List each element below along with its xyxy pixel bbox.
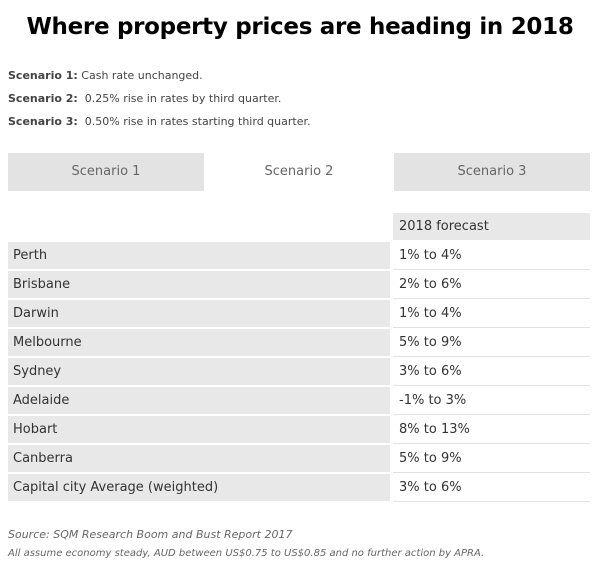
scenario-text: 0.25% rise in rates by third quarter. [77,92,282,105]
table-row: Melbourne 5% to 9% [8,329,590,358]
city-cell: Capital city Average (weighted) [8,474,390,502]
table-row: Hobart 8% to 13% [8,416,590,445]
city-cell: Hobart [8,416,390,444]
table-header-row: 2018 forecast [8,213,590,242]
table-row: Darwin 1% to 4% [8,300,590,329]
city-cell: Adelaide [8,387,390,415]
city-cell: Perth [8,242,390,270]
table-row: Perth 1% to 4% [8,242,590,271]
table-header-forecast: 2018 forecast [393,213,590,241]
forecast-cell: 5% to 9% [393,445,590,473]
forecast-table: 2018 forecast Perth 1% to 4% Brisbane 2%… [8,213,590,503]
scenario-text: Cash rate unchanged. [77,69,203,82]
table-row: Canberra 5% to 9% [8,445,590,474]
forecast-cell: 3% to 6% [393,358,590,386]
city-cell: Canberra [8,445,390,473]
forecast-cell: 3% to 6% [393,474,590,502]
scenario-label: Scenario 1: [8,69,78,82]
city-cell: Brisbane [8,271,390,299]
table-row: Adelaide -1% to 3% [8,387,590,416]
table-header-city [8,213,390,241]
scenario-label: Scenario 3: [8,115,78,128]
tab-scenario-3[interactable]: Scenario 3 [457,164,527,179]
forecast-cell: 8% to 13% [393,416,590,444]
scenario-label: Scenario 2: [8,92,78,105]
city-cell: Darwin [8,300,390,328]
forecast-cell: 5% to 9% [393,329,590,357]
tab-scenario-1[interactable]: Scenario 1 [71,164,141,179]
source-note: Source: SQM Research Boom and Bust Repor… [8,528,293,541]
scenario-tabs: Scenario 1 Scenario 2 Scenario 3 [8,153,590,191]
table-row: Sydney 3% to 6% [8,358,590,387]
scenario-description-1: Scenario 1: Cash rate unchanged. [8,68,310,91]
forecast-cell: 1% to 4% [393,300,590,328]
city-cell: Sydney [8,358,390,386]
page-title: Where property prices are heading in 201… [26,14,574,40]
city-cell: Melbourne [8,329,390,357]
forecast-cell: -1% to 3% [393,387,590,415]
scenario-descriptions: Scenario 1: Cash rate unchanged. Scenari… [8,68,310,137]
table-row: Brisbane 2% to 6% [8,271,590,300]
scenario-description-3: Scenario 3: 0.50% rise in rates starting… [8,114,310,137]
forecast-cell: 2% to 6% [393,271,590,299]
forecast-cell: 1% to 4% [393,242,590,270]
assumption-note: All assume economy steady, AUD between U… [8,548,485,559]
table-row: Capital city Average (weighted) 3% to 6% [8,474,590,503]
scenario-description-2: Scenario 2: 0.25% rise in rates by third… [8,91,310,114]
scenario-text: 0.50% rise in rates starting third quart… [77,115,311,128]
tab-scenario-2[interactable]: Scenario 2 [204,153,394,191]
